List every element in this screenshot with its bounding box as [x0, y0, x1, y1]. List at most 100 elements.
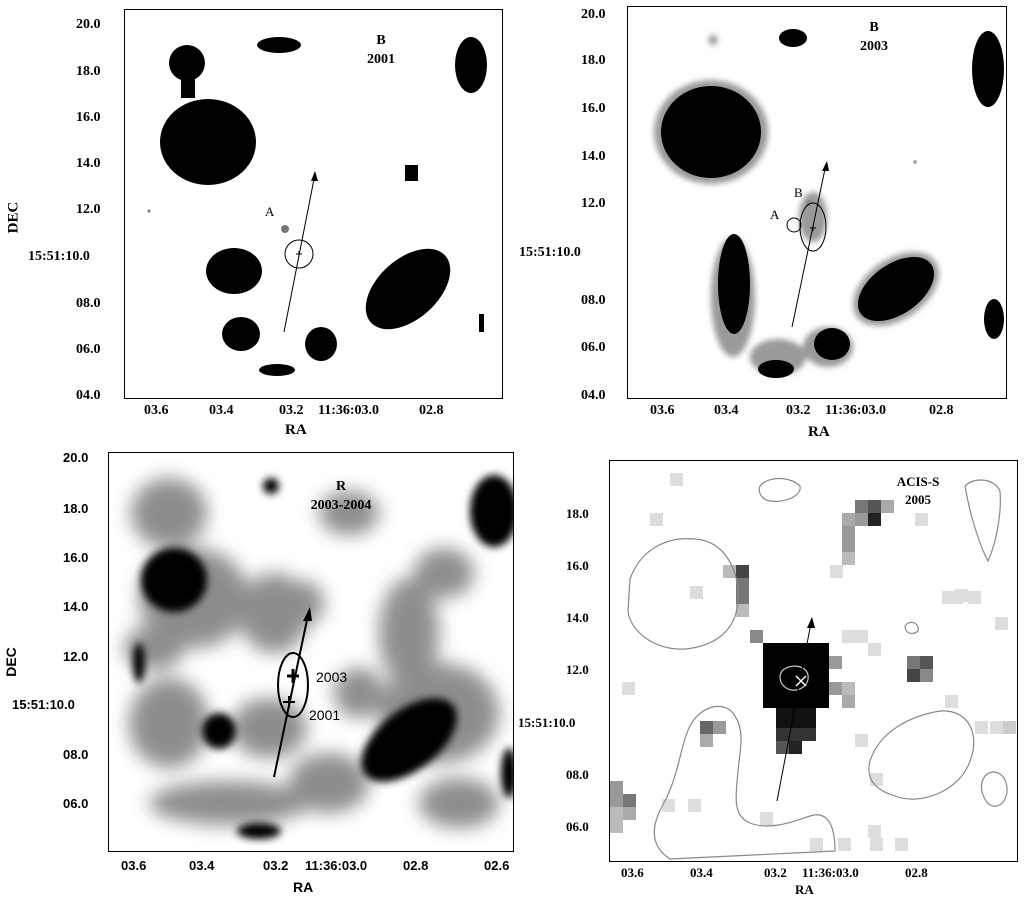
source-b-dot	[806, 200, 812, 206]
epoch-label: 2003-2004	[310, 497, 372, 513]
x-tick: 11:36:03.0	[318, 403, 380, 418]
source-blob	[455, 37, 487, 93]
field-image-tl	[147, 37, 487, 376]
field-image-br	[610, 473, 1016, 860]
y-tick: 14.0	[581, 149, 606, 164]
y-tick: 14.0	[76, 156, 101, 171]
image-frame-br: ACIS-S 2005	[609, 460, 1018, 862]
image-frame-tr: A B B 2003	[627, 6, 1007, 399]
y-tick: 18.0	[566, 506, 589, 521]
x-tick: 03.2	[786, 403, 811, 418]
image-frame-tl: A B 2001	[124, 9, 503, 399]
noise-dot	[147, 209, 151, 213]
x-tick: 03.6	[121, 858, 147, 873]
y-tick: 18.0	[76, 64, 101, 79]
source-blob	[257, 37, 301, 53]
noise-dot	[913, 160, 917, 164]
x-tick: 02.8	[419, 403, 444, 418]
source-blob	[984, 299, 1004, 339]
y-tick: 08.0	[63, 747, 89, 762]
band-label: B	[869, 20, 879, 35]
y-tick: 14.0	[566, 610, 589, 625]
y-tick: 06.0	[566, 819, 589, 834]
x-tick: 02.8	[403, 858, 429, 873]
x-tick: 11:36:03.0	[802, 865, 859, 880]
arrow-head	[303, 607, 312, 621]
x-tick: 03.2	[279, 403, 304, 418]
position-label-2001: 2001	[309, 707, 341, 723]
y-tick: 06.0	[581, 340, 606, 355]
source-blob	[479, 314, 484, 332]
x-tick: 11:36:03.0	[305, 858, 368, 873]
y-tick: 04.0	[76, 388, 101, 403]
y-tick: 18.0	[63, 501, 89, 516]
source-blob	[181, 72, 195, 98]
error-ellipse	[277, 652, 309, 718]
band-label: ACIS-S	[896, 474, 940, 489]
x-tick: 03.6	[621, 865, 644, 880]
x-tick: 03.4	[209, 403, 234, 418]
y-tick: 06.0	[63, 796, 89, 811]
field-image-bl	[124, 475, 513, 839]
epoch-label: 2003	[860, 38, 888, 54]
source-blob	[141, 548, 207, 612]
panel-title: B 2001	[351, 32, 411, 70]
y-tick: 14.0	[63, 599, 89, 614]
panel-title: ACIS-S 2005	[878, 473, 958, 508]
y-tick: 12.0	[566, 662, 589, 677]
y-tick: 08.0	[76, 296, 101, 311]
source-blob	[779, 29, 807, 47]
source-blob	[814, 328, 850, 360]
y-tick: 15:51:10.0	[519, 245, 581, 260]
band-label: R	[335, 479, 347, 494]
source-blob	[206, 248, 262, 294]
marker-label-a: A	[265, 204, 275, 219]
panel-title: B 2003	[844, 19, 904, 57]
source-blob	[237, 823, 281, 839]
x-axis-label: RA	[285, 422, 307, 438]
marker-label-b: B	[794, 185, 803, 200]
x-tick: 03.4	[690, 865, 713, 880]
x-axis-label: RA	[293, 879, 314, 895]
y-tick: 12.0	[76, 202, 101, 217]
source-blob	[305, 327, 337, 361]
y-tick: 20.0	[76, 17, 101, 32]
source-blob	[133, 643, 145, 683]
x-tick: 03.2	[263, 858, 289, 873]
proper-motion-arrow	[791, 163, 827, 328]
source-blob	[972, 31, 1004, 107]
error-circle	[284, 239, 314, 269]
image-frame-bl: 2003 2001 R 2003-2004	[108, 452, 514, 852]
source-blob	[718, 234, 750, 334]
panel-title: R 2003-2004	[286, 478, 396, 516]
y-tick: 12.0	[581, 196, 606, 211]
source-a-circle	[786, 217, 802, 233]
source-blob	[169, 45, 205, 81]
y-axis-label: DEC	[5, 201, 22, 234]
x-tick: 02.8	[905, 865, 928, 880]
source-blob	[470, 475, 513, 547]
source-blob	[758, 360, 794, 378]
x-axis-label: RA	[795, 882, 814, 897]
position-label-2003: 2003	[316, 669, 348, 685]
y-tick: 16.0	[566, 558, 589, 573]
error-ellipse	[799, 202, 827, 252]
arrow-head	[311, 171, 318, 181]
y-axis-label: DEC	[2, 647, 19, 677]
arrow-head	[807, 617, 815, 628]
x-ray-source-mark	[795, 675, 807, 687]
source-blob	[661, 86, 761, 178]
x-tick: 03.2	[764, 865, 787, 880]
x-tick: 03.6	[650, 403, 675, 418]
source-blob	[405, 165, 418, 181]
source-blob	[259, 364, 295, 376]
proper-motion-arrow	[273, 614, 309, 778]
y-tick: 08.0	[566, 767, 589, 782]
x-tick: 11:36:03.0	[825, 403, 887, 418]
x-tick: 02.8	[929, 403, 954, 418]
y-tick: 06.0	[76, 342, 101, 357]
y-tick: 15:51:10.0	[518, 715, 576, 730]
y-tick: 18.0	[581, 53, 606, 68]
y-tick: 15:51:10.0	[12, 697, 75, 712]
x-tick: 03.4	[189, 858, 215, 873]
